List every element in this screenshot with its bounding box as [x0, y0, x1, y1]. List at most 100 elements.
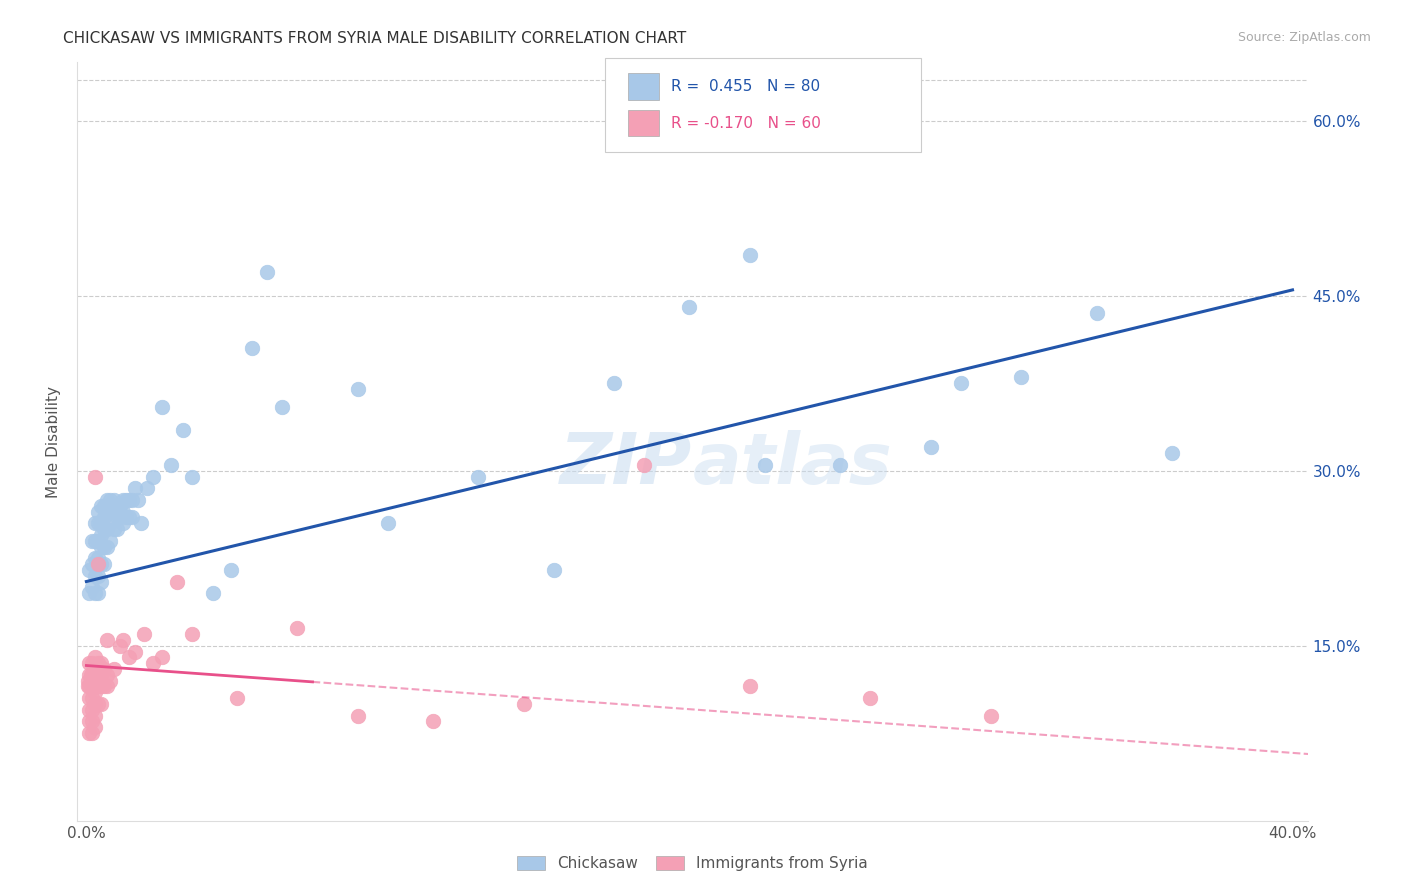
Point	[79, 714, 101, 729]
Point	[79, 656, 101, 670]
Point	[1010, 370, 1032, 384]
Point	[377, 516, 399, 531]
Point	[79, 668, 101, 682]
Point	[87, 586, 110, 600]
Point	[84, 551, 107, 566]
Point	[738, 248, 761, 262]
Point	[93, 540, 115, 554]
Point	[180, 469, 202, 483]
Point	[142, 469, 165, 483]
Point	[678, 301, 700, 315]
Point	[108, 499, 131, 513]
Point	[111, 632, 134, 647]
Point	[87, 551, 110, 566]
Point	[79, 691, 101, 706]
Point	[96, 668, 118, 682]
Point	[76, 673, 98, 688]
Point	[920, 441, 942, 455]
Point	[82, 726, 104, 740]
Point	[256, 265, 278, 279]
Point	[96, 492, 118, 507]
Point	[79, 680, 101, 694]
Point	[87, 656, 110, 670]
Point	[84, 516, 107, 531]
Point	[512, 697, 534, 711]
Point	[79, 703, 101, 717]
Point	[96, 632, 118, 647]
Point	[90, 516, 112, 531]
Point	[90, 574, 112, 589]
Point	[82, 580, 104, 594]
Point	[90, 656, 112, 670]
Point	[100, 504, 122, 518]
Point	[1160, 446, 1182, 460]
Text: Source: ZipAtlas.com: Source: ZipAtlas.com	[1237, 31, 1371, 45]
Point	[150, 400, 173, 414]
Point	[87, 504, 110, 518]
Point	[754, 458, 776, 472]
Point	[82, 533, 104, 548]
Point	[100, 516, 122, 531]
Text: ZIP: ZIP	[560, 430, 693, 499]
Point	[105, 499, 128, 513]
Point	[103, 662, 125, 676]
Point	[84, 650, 107, 665]
Point	[103, 504, 125, 518]
Point	[96, 540, 118, 554]
Point	[467, 469, 489, 483]
Point	[124, 644, 146, 658]
Point	[124, 481, 146, 495]
Point	[633, 458, 655, 472]
Text: R =  0.455   N = 80: R = 0.455 N = 80	[671, 79, 820, 94]
Point	[90, 540, 112, 554]
Point	[93, 510, 115, 524]
Y-axis label: Male Disability: Male Disability	[46, 385, 62, 498]
Point	[202, 586, 225, 600]
Point	[121, 510, 143, 524]
Point	[949, 376, 972, 391]
Text: CHICKASAW VS IMMIGRANTS FROM SYRIA MALE DISABILITY CORRELATION CHART: CHICKASAW VS IMMIGRANTS FROM SYRIA MALE …	[63, 31, 686, 46]
Point	[150, 650, 173, 665]
Point	[159, 458, 181, 472]
Point	[738, 680, 761, 694]
Point	[84, 586, 107, 600]
Point	[87, 680, 110, 694]
Point	[271, 400, 294, 414]
Point	[87, 516, 110, 531]
Point	[111, 516, 134, 531]
Point	[240, 341, 263, 355]
Point	[80, 668, 103, 682]
Point	[287, 621, 309, 635]
Point	[84, 533, 107, 548]
Point	[83, 668, 105, 682]
Point	[422, 714, 444, 729]
Point	[90, 697, 112, 711]
Point	[90, 528, 112, 542]
Point	[84, 469, 107, 483]
Point	[96, 680, 118, 694]
Point	[84, 673, 107, 688]
Point	[100, 673, 122, 688]
Point	[132, 627, 155, 641]
Point	[77, 680, 100, 694]
Point	[87, 568, 110, 582]
Point	[543, 563, 565, 577]
Point	[93, 499, 115, 513]
Point	[84, 720, 107, 734]
Point	[117, 650, 139, 665]
Point	[79, 726, 101, 740]
Point	[830, 458, 852, 472]
Legend: Chickasaw, Immigrants from Syria: Chickasaw, Immigrants from Syria	[512, 850, 873, 878]
Point	[859, 691, 882, 706]
Point	[79, 563, 101, 577]
Point	[105, 510, 128, 524]
Point	[93, 557, 115, 571]
Point	[93, 522, 115, 536]
Point	[96, 504, 118, 518]
Point	[114, 510, 136, 524]
Point	[166, 574, 188, 589]
Point	[93, 680, 115, 694]
Point	[84, 697, 107, 711]
Point	[105, 522, 128, 536]
Point	[79, 586, 101, 600]
